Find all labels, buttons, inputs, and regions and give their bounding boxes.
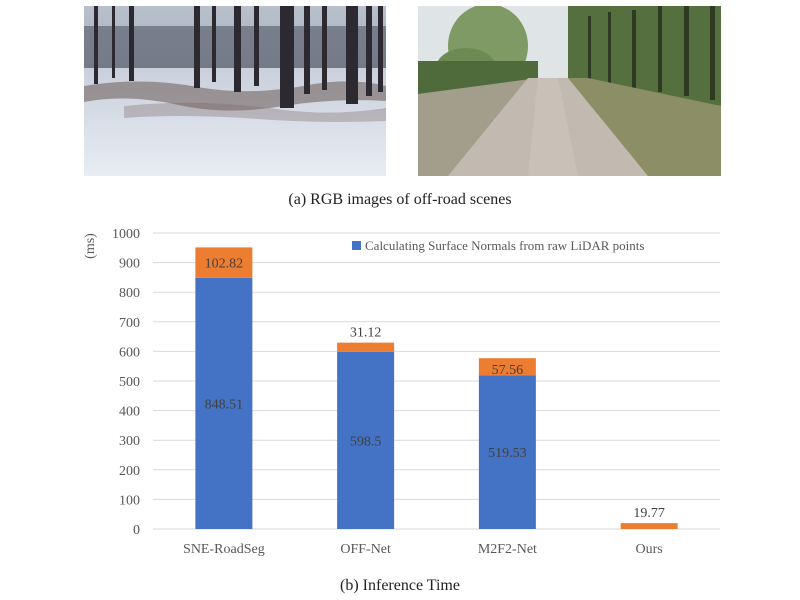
y-tick-label: 700 bbox=[119, 316, 140, 331]
y-tick-label: 1000 bbox=[112, 227, 140, 242]
y-tick-label: 200 bbox=[119, 464, 140, 479]
bar-normals bbox=[195, 277, 253, 529]
x-tick-label: SNE-RoadSeg bbox=[183, 542, 265, 557]
bar-value-label-inference: 57.56 bbox=[492, 363, 524, 378]
caption-inference-time: (b) Inference Time bbox=[340, 577, 460, 594]
bar-normals bbox=[478, 375, 536, 529]
bar-value-label-inference: 31.12 bbox=[350, 326, 382, 341]
bar-value-label-inference: 102.82 bbox=[205, 257, 244, 272]
caption-rgb-images: (a) RGB images of off-road scenes bbox=[288, 191, 512, 208]
bars bbox=[195, 247, 678, 529]
bar-inference bbox=[195, 247, 253, 278]
bar-value-label-normals: 598.5 bbox=[350, 434, 382, 449]
y-tick-label: 500 bbox=[119, 375, 140, 390]
x-tick-label: Ours bbox=[636, 542, 663, 557]
x-tick-label: M2F2-Net bbox=[478, 542, 537, 557]
x-tick-label: OFF-Net bbox=[340, 542, 391, 557]
snowy-forest-photo bbox=[84, 6, 386, 176]
dirt-road-photo bbox=[418, 6, 721, 176]
legend-swatch bbox=[352, 241, 361, 250]
y-tick-label: 0 bbox=[133, 523, 140, 538]
bar-value-label-normals: 848.51 bbox=[205, 397, 244, 412]
x-axis-ticks: SNE-RoadSeg OFF-Net M2F2-Net Ours bbox=[183, 542, 663, 557]
legend: Calculating Surface Normals from raw LiD… bbox=[352, 238, 644, 253]
bar-value-label-inference: 19.77 bbox=[633, 506, 665, 521]
inference-time-chart: 0 100 200 300 400 500 600 700 800 900 1000 848.51 1… bbox=[83, 227, 720, 557]
y-tick-label: 400 bbox=[119, 405, 140, 420]
bar-value-label-normals: 519.53 bbox=[488, 446, 527, 461]
bar-inference bbox=[620, 523, 678, 529]
y-tick-label: 100 bbox=[119, 493, 140, 508]
y-tick-label: 900 bbox=[119, 257, 140, 272]
bar-inference bbox=[337, 342, 395, 352]
bar-labels: 848.51 102.82 598.5 31.12 519.53 57.56 19.77 bbox=[205, 257, 665, 522]
legend-label: Calculating Surface Normals from raw LiD… bbox=[365, 238, 644, 253]
y-tick-label: 600 bbox=[119, 345, 140, 360]
bar-inference bbox=[478, 358, 536, 376]
y-tick-label: 300 bbox=[119, 434, 140, 449]
bar-normals bbox=[337, 351, 395, 529]
y-axis-label: (ms) bbox=[83, 233, 98, 259]
y-tick-label: 800 bbox=[119, 286, 140, 301]
y-axis-ticks: 0 100 200 300 400 500 600 700 800 900 1000 bbox=[112, 227, 140, 538]
